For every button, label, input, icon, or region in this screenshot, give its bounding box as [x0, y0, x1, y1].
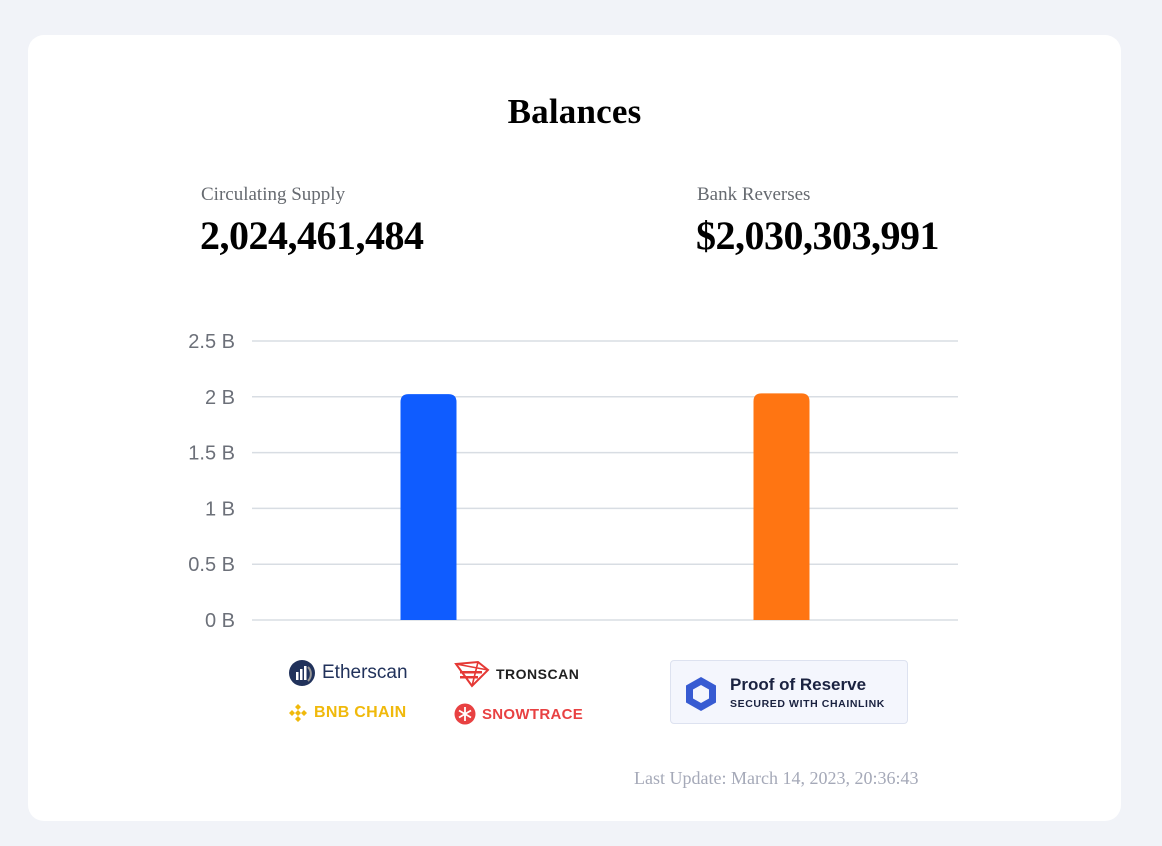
- etherscan-icon: [289, 660, 315, 686]
- page-title: Balances: [507, 92, 642, 131]
- proof-of-reserve-title: Proof of Reserve: [730, 675, 867, 694]
- last-update-timestamp: Last Update: March 14, 2023, 20:36:43: [634, 768, 919, 788]
- snowtrace-link[interactable]: SNOWTRACE: [454, 703, 583, 725]
- proof-of-reserve-subtitle: SECURED WITH CHAINLINK: [730, 698, 885, 710]
- bar-bank-reverses[interactable]: [753, 393, 810, 620]
- circulating-supply-label: Circulating Supply: [201, 184, 346, 205]
- bank-reserves-value: $2,030,303,991: [696, 213, 940, 258]
- snowtrace-label: SNOWTRACE: [482, 705, 584, 723]
- y-tick-label: 2.5 B: [188, 331, 235, 353]
- bnb-chain-link[interactable]: BNB CHAIN: [288, 703, 406, 723]
- y-tick-label: 1.5 B: [188, 443, 235, 465]
- y-tick-label: 0 B: [205, 610, 235, 632]
- y-tick-label: 1 B: [205, 498, 235, 520]
- y-tick-label: 2 B: [205, 387, 235, 409]
- circulating-supply-value: 2,024,461,484: [200, 213, 424, 258]
- tronscan-icon: [454, 660, 490, 688]
- bar-circulating-supply[interactable]: [400, 394, 457, 620]
- tronscan-label: TRONSCAN: [496, 666, 580, 682]
- proof-of-reserve-badge[interactable]: Proof of Reserve SECURED WITH CHAINLINK: [670, 660, 908, 724]
- bank-reserves-label: Bank Reverses: [697, 184, 811, 205]
- etherscan-label: Etherscan: [322, 662, 408, 683]
- balances-card: [28, 35, 1121, 821]
- y-tick-label: 0.5 B: [188, 554, 235, 576]
- tronscan-link[interactable]: TRONSCAN: [454, 660, 579, 688]
- bnb-chain-label: BNB CHAIN: [314, 704, 407, 721]
- chainlink-icon: [686, 677, 716, 711]
- bnb-chain-icon: [289, 704, 307, 722]
- etherscan-link[interactable]: Etherscan: [288, 659, 408, 687]
- snowtrace-icon: [454, 703, 476, 725]
